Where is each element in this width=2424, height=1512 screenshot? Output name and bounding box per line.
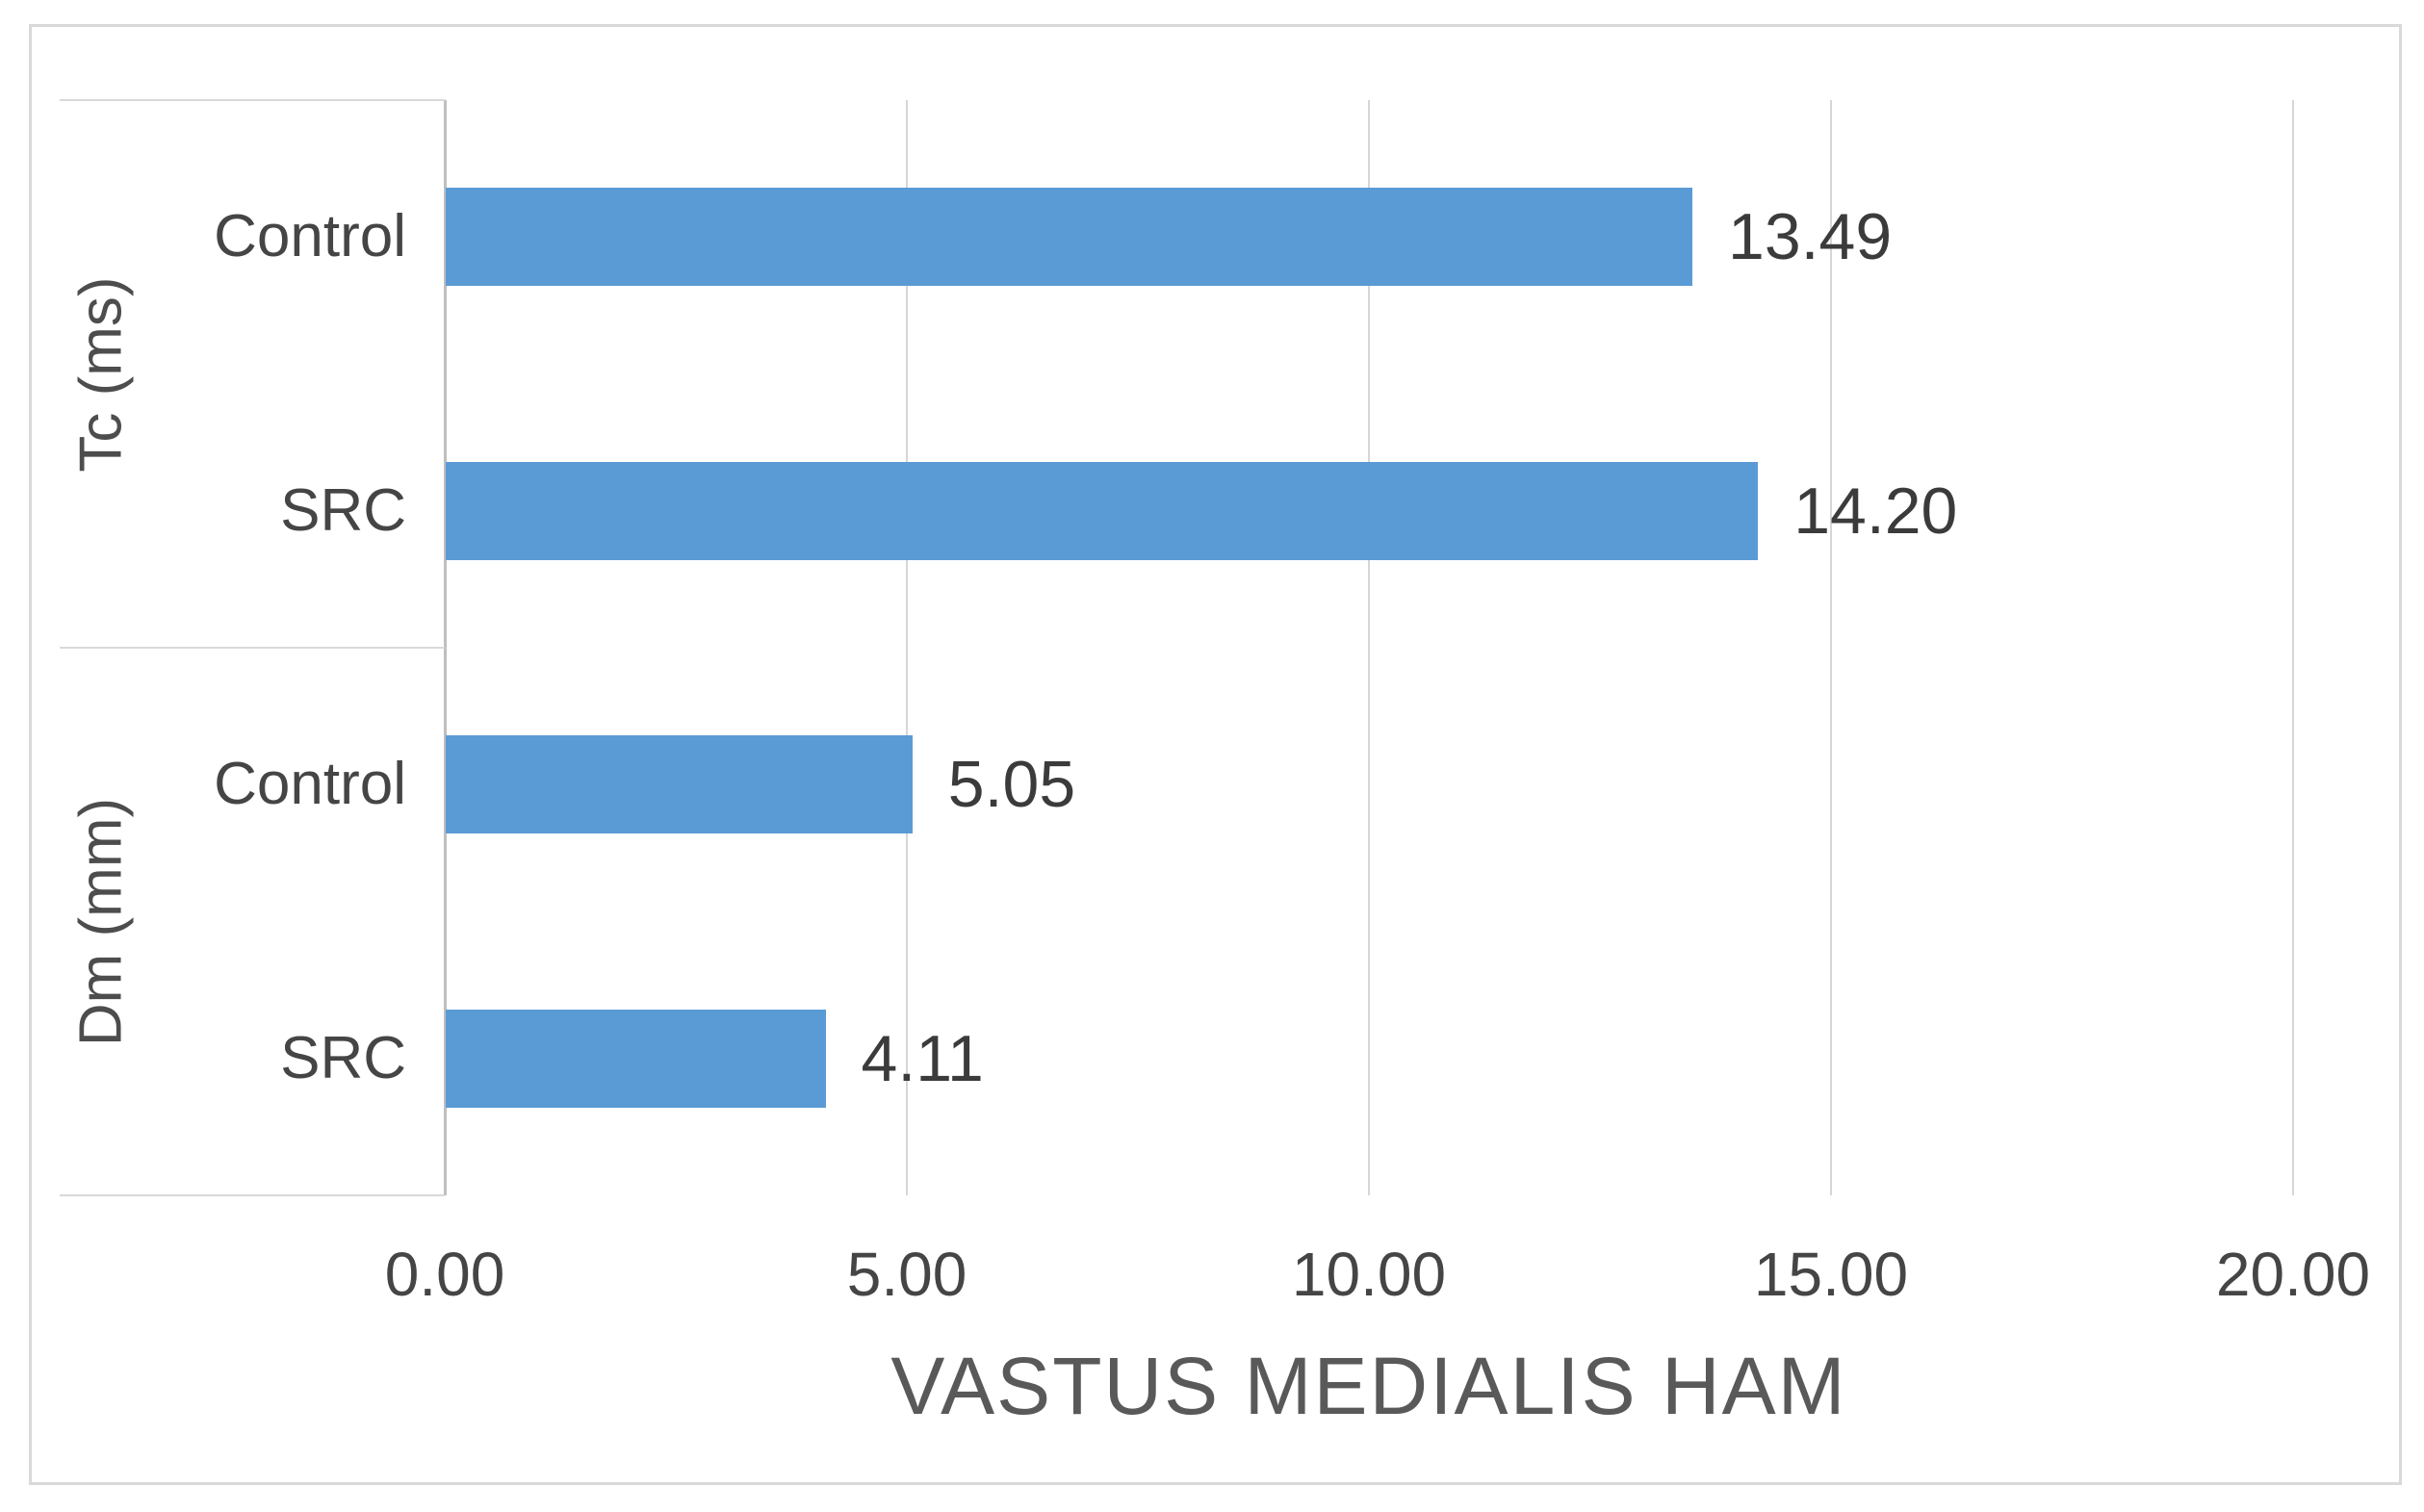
bar-value-label: 14.20 [1793,474,1958,548]
bar [446,1009,826,1108]
figure-border: VASTUS MEDIALIS HAM 0.00 5.00 10.00 15.00 20… [29,24,2402,1485]
bar-value-label: 5.05 [947,748,1076,822]
y-axis-line [444,100,447,1195]
gridline [906,100,908,1195]
x-tick-label: 5.00 [846,1240,967,1309]
group-separator-line [60,647,445,649]
bar-value-label: 13.49 [1728,200,1893,274]
x-tick-label: 10.00 [1291,1240,1447,1309]
x-tick-label: 20.00 [2215,1240,2371,1309]
group-separator-line [60,99,445,101]
bar [446,735,913,834]
bar [446,461,1759,560]
group-separator-line [60,1194,445,1196]
x-axis-title: VASTUS MEDIALIS HAM [890,1341,1847,1431]
gridline [1368,100,1370,1195]
group-label: Dm (mm) [67,797,135,1046]
x-tick-label: 0.00 [384,1240,505,1309]
category-label: SRC [280,1024,406,1091]
bar-value-label: 4.11 [861,1021,984,1095]
x-tick-label: 15.00 [1753,1240,1909,1309]
gridline [2292,100,2294,1195]
gridline [1830,100,1832,1195]
group-label: Tc (ms) [67,275,135,473]
category-label: SRC [280,476,406,544]
category-label: Control [214,751,406,818]
bar [446,188,1693,287]
category-label: Control [214,203,406,270]
